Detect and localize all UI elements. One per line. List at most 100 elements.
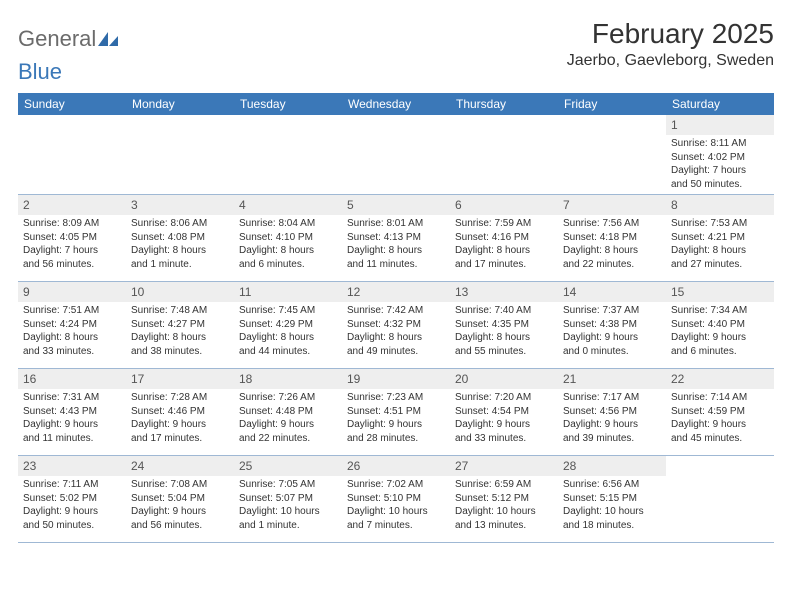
day-info: Sunrise: 8:01 AMSunset: 4:13 PMDaylight:… [342, 217, 450, 274]
day-daylight1: Daylight: 9 hours [671, 331, 769, 345]
day-daylight2: and 38 minutes. [131, 345, 229, 359]
day-info: Sunrise: 7:37 AMSunset: 4:38 PMDaylight:… [558, 304, 666, 361]
day-daylight2: and 1 minute. [239, 519, 337, 533]
day-number: 23 [18, 456, 126, 476]
day-sunset: Sunset: 4:29 PM [239, 318, 337, 332]
day-info: Sunrise: 8:04 AMSunset: 4:10 PMDaylight:… [234, 217, 342, 274]
day-info: Sunrise: 8:11 AMSunset: 4:02 PMDaylight:… [666, 137, 774, 194]
day-cell [450, 115, 558, 194]
day-sunrise: Sunrise: 7:53 AM [671, 217, 769, 231]
day-number: 10 [126, 282, 234, 302]
day-daylight1: Daylight: 9 hours [455, 418, 553, 432]
location: Jaerbo, Gaevleborg, Sweden [567, 52, 774, 70]
logo: General Blue [18, 18, 118, 85]
day-cell [18, 115, 126, 194]
day-daylight2: and 28 minutes. [347, 432, 445, 446]
day-sunset: Sunset: 4:54 PM [455, 405, 553, 419]
day-sunrise: Sunrise: 7:26 AM [239, 391, 337, 405]
day-daylight2: and 56 minutes. [131, 519, 229, 533]
day-daylight2: and 50 minutes. [23, 519, 121, 533]
day-daylight2: and 22 minutes. [563, 258, 661, 272]
day-cell: 25Sunrise: 7:05 AMSunset: 5:07 PMDayligh… [234, 456, 342, 542]
header: General Blue February 2025 Jaerbo, Gaevl… [18, 18, 774, 85]
day-cell: 11Sunrise: 7:45 AMSunset: 4:29 PMDayligh… [234, 282, 342, 368]
day-cell: 5Sunrise: 8:01 AMSunset: 4:13 PMDaylight… [342, 195, 450, 281]
day-daylight2: and 27 minutes. [671, 258, 769, 272]
day-daylight2: and 0 minutes. [563, 345, 661, 359]
day-daylight1: Daylight: 8 hours [131, 244, 229, 258]
day-cell: 19Sunrise: 7:23 AMSunset: 4:51 PMDayligh… [342, 369, 450, 455]
day-info: Sunrise: 7:40 AMSunset: 4:35 PMDaylight:… [450, 304, 558, 361]
day-sunrise: Sunrise: 7:14 AM [671, 391, 769, 405]
day-daylight2: and 11 minutes. [347, 258, 445, 272]
day-cell: 10Sunrise: 7:48 AMSunset: 4:27 PMDayligh… [126, 282, 234, 368]
day-daylight2: and 56 minutes. [23, 258, 121, 272]
calendar-page: General Blue February 2025 Jaerbo, Gaevl… [0, 0, 792, 543]
day-cell: 22Sunrise: 7:14 AMSunset: 4:59 PMDayligh… [666, 369, 774, 455]
day-info: Sunrise: 7:48 AMSunset: 4:27 PMDaylight:… [126, 304, 234, 361]
day-sunset: Sunset: 4:10 PM [239, 231, 337, 245]
day-daylight2: and 50 minutes. [671, 178, 769, 192]
week-row: 16Sunrise: 7:31 AMSunset: 4:43 PMDayligh… [18, 369, 774, 456]
day-info: Sunrise: 7:45 AMSunset: 4:29 PMDaylight:… [234, 304, 342, 361]
day-sunrise: Sunrise: 7:08 AM [131, 478, 229, 492]
day-daylight1: Daylight: 9 hours [131, 418, 229, 432]
day-info: Sunrise: 8:06 AMSunset: 4:08 PMDaylight:… [126, 217, 234, 274]
day-daylight1: Daylight: 9 hours [239, 418, 337, 432]
day-sunset: Sunset: 5:04 PM [131, 492, 229, 506]
day-cell [666, 456, 774, 542]
day-daylight1: Daylight: 8 hours [347, 331, 445, 345]
day-sunrise: Sunrise: 8:09 AM [23, 217, 121, 231]
day-daylight1: Daylight: 8 hours [131, 331, 229, 345]
day-cell: 13Sunrise: 7:40 AMSunset: 4:35 PMDayligh… [450, 282, 558, 368]
day-info: Sunrise: 7:17 AMSunset: 4:56 PMDaylight:… [558, 391, 666, 448]
day-sunrise: Sunrise: 7:59 AM [455, 217, 553, 231]
day-info: Sunrise: 7:59 AMSunset: 4:16 PMDaylight:… [450, 217, 558, 274]
day-info: Sunrise: 7:02 AMSunset: 5:10 PMDaylight:… [342, 478, 450, 535]
day-cell: 27Sunrise: 6:59 AMSunset: 5:12 PMDayligh… [450, 456, 558, 542]
day-info: Sunrise: 7:56 AMSunset: 4:18 PMDaylight:… [558, 217, 666, 274]
day-info: Sunrise: 8:09 AMSunset: 4:05 PMDaylight:… [18, 217, 126, 274]
day-cell: 4Sunrise: 8:04 AMSunset: 4:10 PMDaylight… [234, 195, 342, 281]
day-daylight1: Daylight: 10 hours [455, 505, 553, 519]
day-cell: 7Sunrise: 7:56 AMSunset: 4:18 PMDaylight… [558, 195, 666, 281]
day-cell [342, 115, 450, 194]
day-info: Sunrise: 6:59 AMSunset: 5:12 PMDaylight:… [450, 478, 558, 535]
day-number: 27 [450, 456, 558, 476]
day-daylight1: Daylight: 10 hours [347, 505, 445, 519]
day-daylight1: Daylight: 9 hours [23, 505, 121, 519]
day-sunrise: Sunrise: 7:05 AM [239, 478, 337, 492]
logo-text-main: General [18, 26, 96, 51]
day-info: Sunrise: 7:26 AMSunset: 4:48 PMDaylight:… [234, 391, 342, 448]
day-cell: 6Sunrise: 7:59 AMSunset: 4:16 PMDaylight… [450, 195, 558, 281]
day-number: 26 [342, 456, 450, 476]
day-daylight2: and 17 minutes. [131, 432, 229, 446]
day-sunrise: Sunrise: 6:56 AM [563, 478, 661, 492]
day-daylight1: Daylight: 9 hours [131, 505, 229, 519]
day-sunset: Sunset: 4:13 PM [347, 231, 445, 245]
week-row: 1Sunrise: 8:11 AMSunset: 4:02 PMDaylight… [18, 115, 774, 195]
day-number: 1 [666, 115, 774, 135]
day-cell [558, 115, 666, 194]
day-sunrise: Sunrise: 7:42 AM [347, 304, 445, 318]
day-sunset: Sunset: 5:07 PM [239, 492, 337, 506]
day-daylight2: and 39 minutes. [563, 432, 661, 446]
weeks-container: 1Sunrise: 8:11 AMSunset: 4:02 PMDaylight… [18, 115, 774, 543]
day-sunset: Sunset: 5:15 PM [563, 492, 661, 506]
day-cell: 17Sunrise: 7:28 AMSunset: 4:46 PMDayligh… [126, 369, 234, 455]
day-sunrise: Sunrise: 7:45 AM [239, 304, 337, 318]
day-number: 12 [342, 282, 450, 302]
day-sunrise: Sunrise: 7:11 AM [23, 478, 121, 492]
day-daylight1: Daylight: 8 hours [239, 331, 337, 345]
day-number: 16 [18, 369, 126, 389]
day-number: 21 [558, 369, 666, 389]
month-title: February 2025 [567, 18, 774, 50]
day-daylight1: Daylight: 8 hours [671, 244, 769, 258]
day-sunset: Sunset: 4:56 PM [563, 405, 661, 419]
week-row: 23Sunrise: 7:11 AMSunset: 5:02 PMDayligh… [18, 456, 774, 543]
day-sunset: Sunset: 4:38 PM [563, 318, 661, 332]
day-info: Sunrise: 7:34 AMSunset: 4:40 PMDaylight:… [666, 304, 774, 361]
day-number: 6 [450, 195, 558, 215]
day-daylight1: Daylight: 9 hours [671, 418, 769, 432]
day-sunrise: Sunrise: 7:48 AM [131, 304, 229, 318]
